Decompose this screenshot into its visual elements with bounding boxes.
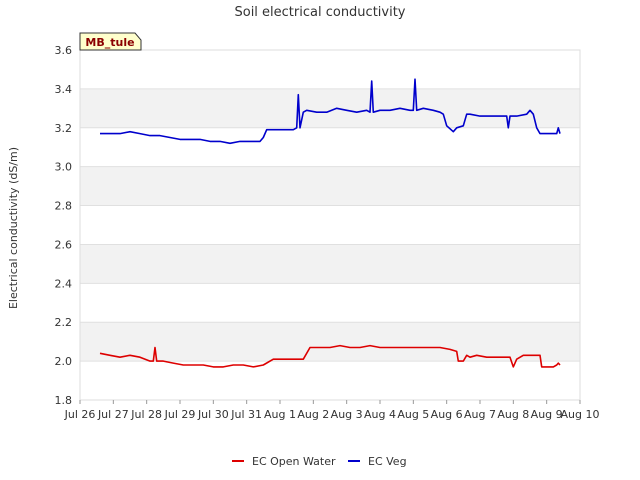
site-tag: MB_tule xyxy=(79,32,142,51)
y-tick-label: 3.0 xyxy=(55,161,73,174)
y-tick-label: 1.8 xyxy=(55,394,73,407)
x-tick-label: Jul 31 xyxy=(230,408,262,421)
series-line-ec-veg xyxy=(100,78,561,145)
legend-label-ec-open-water: EC Open Water xyxy=(252,455,336,468)
y-tick-label: 3.6 xyxy=(55,44,73,57)
y-tick-label: 2.8 xyxy=(55,200,73,213)
y-tick-label: 2.4 xyxy=(55,277,73,290)
x-axis-ticks: Jul 26 Jul 27 Jul 28 Jul 29 Jul 30 Jul 31 Aug … xyxy=(64,400,600,421)
chart-title: Soil electrical conductivity xyxy=(234,5,405,20)
series-line-ec-open-water xyxy=(99,344,561,368)
legend: EC Open Water EC Veg xyxy=(232,455,407,468)
y-tick-label: 3.2 xyxy=(55,122,73,135)
x-tick-label: Aug 1 xyxy=(264,408,296,421)
y-tick-label: 2.2 xyxy=(55,316,73,329)
background-band xyxy=(80,283,580,323)
x-tick-label: Jul 27 xyxy=(97,408,129,421)
y-tick-label: 2.0 xyxy=(55,355,73,368)
site-tag-label: MB_tule xyxy=(85,36,134,49)
x-tick-label: Aug 2 xyxy=(297,408,329,421)
background-band xyxy=(80,244,580,284)
x-tick-label: Jul 28 xyxy=(130,408,162,421)
background-bands xyxy=(80,50,580,400)
x-tick-label: Aug 3 xyxy=(331,408,363,421)
x-tick-label: Aug 4 xyxy=(364,408,396,421)
x-tick-label: Aug 6 xyxy=(431,408,463,421)
y-axis-ticks: 1.8 2.0 2.2 2.4 2.6 2.8 3.0 3.2 3.4 3.6 xyxy=(55,44,73,407)
background-band xyxy=(80,166,580,206)
background-band xyxy=(80,205,580,245)
background-band xyxy=(80,127,580,167)
background-band xyxy=(80,361,580,400)
x-tick-label: Jul 30 xyxy=(197,408,229,421)
x-tick-label: Jul 29 xyxy=(164,408,196,421)
x-tick-label: Aug 7 xyxy=(464,408,496,421)
y-axis-label: Electrical conductivity (dS/m) xyxy=(7,147,20,309)
legend-label-ec-veg: EC Veg xyxy=(368,455,407,468)
background-band xyxy=(80,88,580,128)
site-tag-box xyxy=(79,32,142,51)
x-tick-label: Aug 5 xyxy=(397,408,429,421)
x-tick-label: Aug 8 xyxy=(497,408,529,421)
x-tick-label: Aug 10 xyxy=(561,408,600,421)
background-band xyxy=(80,322,580,362)
y-tick-label: 3.4 xyxy=(55,83,73,96)
background-band xyxy=(80,50,580,89)
x-tick-label: Aug 9 xyxy=(531,408,563,421)
y-tick-label: 2.6 xyxy=(55,238,73,251)
series-lines xyxy=(99,78,561,368)
x-tick-label: Jul 26 xyxy=(64,408,96,421)
plot-frame xyxy=(79,49,581,401)
